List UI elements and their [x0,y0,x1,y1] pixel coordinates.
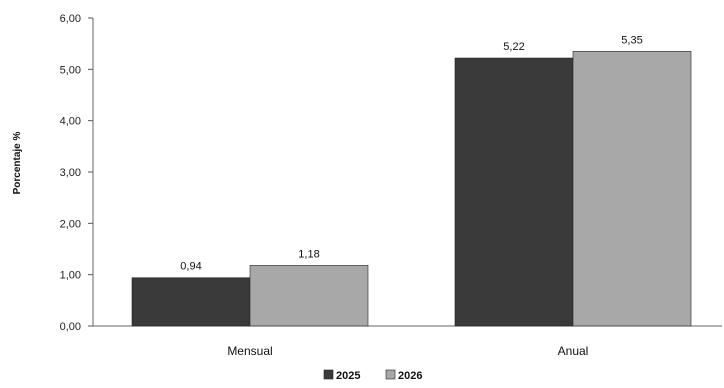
data-label: 0,94 [180,261,201,273]
bar-2025-mensual [132,278,250,326]
bar-2026-anual [573,51,691,326]
bars-layer [132,51,691,326]
y-tick-label: 3,00 [60,167,81,179]
legend-label: 2025 [336,370,360,382]
y-tick-label: 5,00 [60,64,81,76]
y-axis-title-group: Porcentaje % [12,131,23,194]
y-tick-label: 4,00 [60,116,81,128]
legend-swatch [386,370,395,379]
bar-2026-mensual [250,265,368,326]
x-category-label: Mensual [227,344,272,358]
y-tick-label: 2,00 [60,218,81,230]
y-ticks-layer: 0,00 1,00 2,00 3,00 4,00 5,00 6,00 [60,13,93,333]
legend-label: 2026 [398,370,422,382]
bar-2025-anual [455,58,573,326]
y-tick-label: 6,00 [60,13,81,25]
data-label: 5,22 [503,41,524,53]
y-tick-label: 0,00 [60,321,81,333]
x-category-layer: Mensual Anual [227,344,588,358]
data-label: 5,35 [621,34,642,46]
x-category-label: Anual [558,344,589,358]
legend: 2025 2026 [324,370,422,382]
y-tick-label: 1,00 [60,270,81,282]
data-label: 1,18 [298,248,319,260]
legend-swatch [324,370,333,379]
y-axis-title: Porcentaje % [12,131,23,194]
